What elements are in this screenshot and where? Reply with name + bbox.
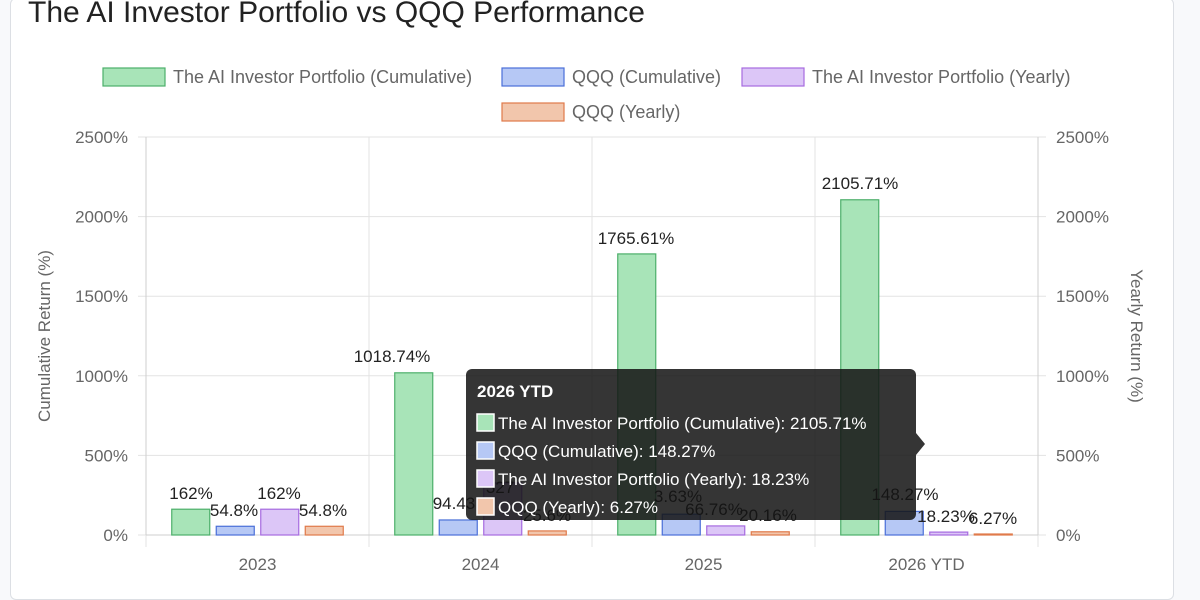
legend-label: QQQ (Yearly) [572,102,680,122]
tooltip-caret [916,433,925,455]
y-tick-left: 0% [103,526,128,545]
data-label: 2105.71% [822,174,899,193]
bar [304,525,344,536]
bar [394,372,434,536]
tooltip-line: The AI Investor Portfolio (Yearly): 18.2… [498,470,809,489]
bar [973,533,1013,536]
legend-swatch [501,102,565,122]
x-tick: 2026 YTD [888,555,964,574]
y-tick-right: 500% [1056,446,1099,465]
data-label: 6.27% [969,509,1017,528]
y-tick-right: 2500% [1056,128,1109,147]
legend-label: The AI Investor Portfolio (Cumulative) [173,67,472,87]
y-tick-left: 1500% [75,287,128,306]
bar [215,525,255,536]
y-tick-left: 500% [85,446,128,465]
tooltip-line: The AI Investor Portfolio (Cumulative): … [498,414,867,433]
y-tick-left: 2000% [75,208,128,227]
bar [260,508,300,536]
data-label: 54.8% [210,501,258,520]
chart-title: The AI Investor Portfolio vs QQQ Perform… [28,0,645,29]
tooltip-swatch [476,497,495,516]
bar-chart: 0% 0% 500% 500% 1000% 1000% 1500% 1500% 2000% 200… [35,67,1146,574]
y-tick-right: 2000% [1056,208,1109,227]
bar [527,530,567,536]
tooltip-swatch [476,413,495,432]
tooltip-swatch [476,469,495,488]
data-label: 1018.74% [354,347,431,366]
tooltip-box [466,369,916,520]
y-tick-right: 0% [1056,526,1081,545]
bar [929,531,969,536]
legend-swatch [501,67,565,87]
bar [750,531,790,536]
x-tick: 2025 [685,555,723,574]
x-tick: 2024 [462,555,500,574]
y-tick-left: 2500% [75,128,128,147]
tooltip-title: 2026 YTD [477,382,553,401]
data-label: 94.43 [433,494,476,513]
legend-label: The AI Investor Portfolio (Yearly) [812,67,1070,87]
y-axis-title-right: Yearly Return (%) [1127,269,1146,403]
legend-swatch [741,67,805,87]
data-label: 1765.61% [598,229,675,248]
bar [706,525,746,536]
bar [171,508,211,536]
legend-swatch [102,67,166,87]
y-axis-title-left: Cumulative Return (%) [35,250,54,422]
tooltip-line: QQQ (Cumulative): 148.27% [498,442,715,461]
tooltip-swatch [476,441,495,460]
y-tick-left: 1000% [75,367,128,386]
x-tick: 2023 [239,555,277,574]
legend-label: QQQ (Cumulative) [572,67,721,87]
data-label: 162% [257,484,300,503]
y-tick-right: 1000% [1056,367,1109,386]
bar [438,519,478,536]
data-label: 162% [169,484,212,503]
y-tick-right: 1500% [1056,287,1109,306]
data-label: 18.23% [917,507,975,526]
data-label: 54.8% [299,501,347,520]
tooltip-line: QQQ (Yearly): 6.27% [498,498,658,517]
